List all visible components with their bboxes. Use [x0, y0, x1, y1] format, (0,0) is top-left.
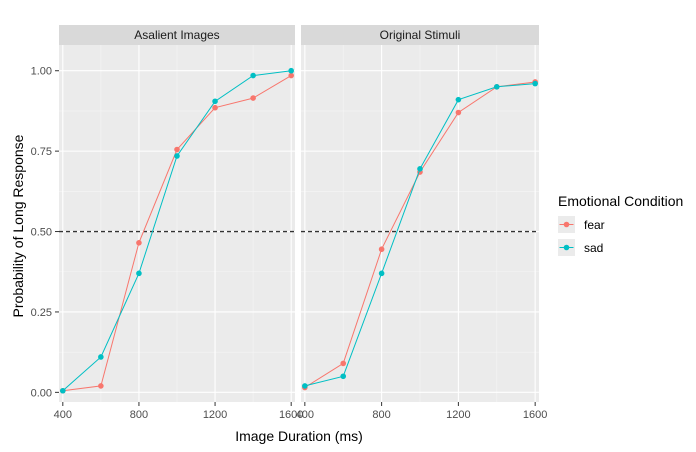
x-tick-label: 400 — [54, 409, 72, 421]
x-axis-title: Image Duration (ms) — [235, 428, 363, 444]
y-tick-label: 1.00 — [31, 66, 52, 78]
data-point — [493, 84, 500, 90]
series-sad — [60, 67, 294, 394]
data-point — [340, 373, 347, 380]
legend-label: fear — [584, 218, 605, 232]
data-point — [212, 104, 218, 111]
data-point — [60, 387, 66, 394]
x-tick-label: 1200 — [203, 409, 227, 421]
data-point — [250, 95, 256, 101]
x-tick-label: 400 — [296, 409, 314, 421]
legend-item-sad: sad — [558, 239, 603, 256]
data-point — [417, 166, 423, 172]
x-tick-label: 1600 — [523, 409, 547, 421]
data-point — [455, 96, 462, 103]
x-tick-label: 1600 — [279, 409, 303, 421]
legend-key-point — [563, 244, 570, 251]
data-point — [340, 360, 347, 367]
data-point — [288, 67, 294, 74]
x-tick-label: 1200 — [446, 409, 470, 421]
data-point — [378, 246, 385, 253]
data-point — [378, 270, 385, 277]
data-point — [98, 354, 104, 360]
data-point — [288, 72, 294, 79]
panel-1: Asalient Images 400 800 1200 1600 0.00 0.25 0.5… — [31, 25, 303, 421]
panels: Asalient Images 400 800 1200 1600 0.00 0.25 0.5… — [31, 25, 547, 421]
x-tick-label: 800 — [372, 409, 390, 421]
data-point — [174, 146, 180, 153]
data-point — [532, 80, 538, 87]
data-point — [174, 153, 180, 159]
legend-label: sad — [584, 241, 603, 255]
y-axis-title: Probability of Long Response — [10, 134, 26, 317]
data-point — [250, 72, 256, 79]
data-point — [212, 98, 218, 105]
panel-title: Asalient Images — [134, 28, 219, 42]
data-point — [98, 383, 104, 389]
y-tick-label: 0.25 — [31, 307, 52, 319]
data-point — [136, 270, 142, 277]
legend: Emotional Condition fear sad — [558, 193, 683, 256]
panel-2: Original Stimuli 400 800 1200 1600 — [296, 25, 547, 421]
panel-title: Original Stimuli — [380, 28, 461, 42]
x-tick-label: 800 — [130, 409, 148, 421]
legend-title: Emotional Condition — [558, 193, 683, 209]
legend-entries: fear sad — [558, 216, 605, 256]
data-point — [136, 239, 142, 246]
y-tick-label: 0.00 — [31, 387, 52, 399]
panel-strip — [59, 25, 295, 45]
y-tick-label: 0.50 — [31, 227, 52, 239]
series-sad — [302, 80, 538, 389]
legend-item-fear: fear — [558, 216, 605, 233]
panel-strip — [301, 25, 539, 45]
y-tick-label: 0.75 — [31, 146, 52, 158]
data-point — [455, 109, 462, 116]
data-point — [302, 383, 308, 389]
legend-key-point — [563, 221, 570, 228]
